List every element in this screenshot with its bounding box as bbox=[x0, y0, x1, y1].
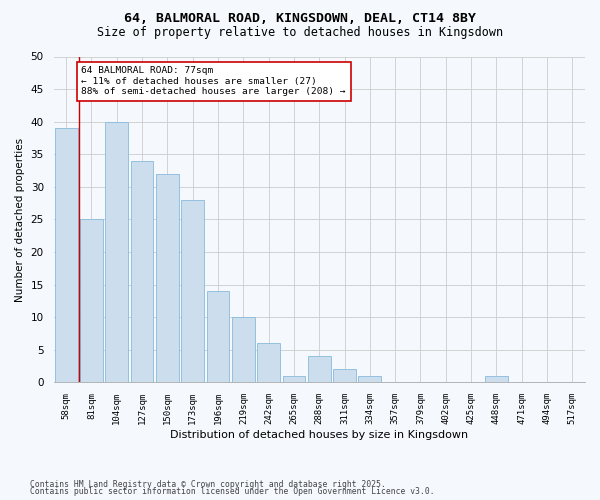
Bar bbox=[106, 122, 128, 382]
Text: 64, BALMORAL ROAD, KINGSDOWN, DEAL, CT14 8BY: 64, BALMORAL ROAD, KINGSDOWN, DEAL, CT14… bbox=[124, 12, 476, 26]
Bar bbox=[257, 344, 280, 382]
X-axis label: Distribution of detached houses by size in Kingsdown: Distribution of detached houses by size … bbox=[170, 430, 469, 440]
Bar bbox=[206, 291, 229, 382]
Bar bbox=[283, 376, 305, 382]
Text: Size of property relative to detached houses in Kingsdown: Size of property relative to detached ho… bbox=[97, 26, 503, 39]
Bar bbox=[131, 161, 154, 382]
Bar bbox=[333, 370, 356, 382]
Text: Contains HM Land Registry data © Crown copyright and database right 2025.: Contains HM Land Registry data © Crown c… bbox=[30, 480, 386, 489]
Bar bbox=[181, 200, 204, 382]
Bar bbox=[55, 128, 77, 382]
Bar bbox=[358, 376, 381, 382]
Text: Contains public sector information licensed under the Open Government Licence v3: Contains public sector information licen… bbox=[30, 488, 434, 496]
Bar bbox=[232, 318, 255, 382]
Bar bbox=[156, 174, 179, 382]
Bar bbox=[485, 376, 508, 382]
Bar bbox=[80, 220, 103, 382]
Text: 64 BALMORAL ROAD: 77sqm
← 11% of detached houses are smaller (27)
88% of semi-de: 64 BALMORAL ROAD: 77sqm ← 11% of detache… bbox=[82, 66, 346, 96]
Bar bbox=[308, 356, 331, 382]
Y-axis label: Number of detached properties: Number of detached properties bbox=[15, 138, 25, 302]
